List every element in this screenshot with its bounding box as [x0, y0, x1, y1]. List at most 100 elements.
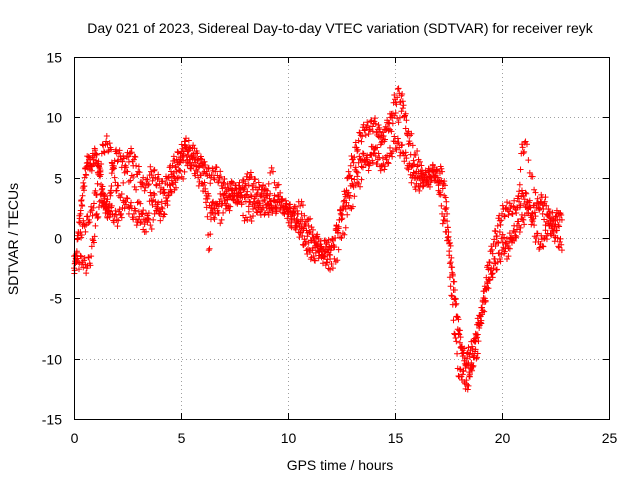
data-point — [447, 259, 454, 266]
data-point — [95, 204, 102, 211]
data-point — [486, 259, 493, 266]
data-point — [510, 203, 517, 210]
data-point — [531, 186, 538, 193]
data-point — [497, 258, 504, 265]
data-point — [352, 164, 359, 171]
data-point — [194, 157, 201, 164]
data-point — [88, 243, 95, 250]
data-point — [342, 203, 349, 210]
data-point — [377, 167, 384, 174]
data-point — [406, 162, 413, 169]
data-point — [498, 251, 505, 258]
data-point — [79, 192, 86, 199]
data-point — [505, 212, 512, 219]
data-point — [250, 180, 257, 187]
data-point — [186, 156, 193, 163]
data-point — [551, 238, 558, 245]
data-point — [351, 193, 358, 200]
data-point — [438, 165, 445, 172]
data-point — [257, 202, 264, 209]
data-point — [325, 236, 332, 243]
data-point — [226, 207, 233, 214]
x-tick-label: 20 — [495, 430, 511, 446]
data-point — [197, 153, 204, 160]
data-point — [542, 194, 549, 201]
data-point — [264, 187, 271, 194]
data-point — [127, 150, 134, 157]
data-point — [477, 313, 484, 320]
data-point — [289, 212, 296, 219]
data-point — [118, 210, 125, 217]
data-point — [517, 224, 524, 231]
data-point — [75, 266, 82, 273]
data-point — [344, 211, 351, 218]
data-point — [224, 196, 231, 203]
data-point — [441, 192, 448, 199]
data-point — [372, 153, 379, 160]
y-tick-label: -15 — [42, 412, 62, 428]
data-point — [322, 262, 329, 269]
data-point — [231, 189, 238, 196]
data-point — [426, 183, 433, 190]
data-point — [90, 200, 97, 207]
data-point — [402, 125, 409, 132]
data-point — [499, 239, 506, 246]
data-point — [501, 234, 508, 241]
data-point — [419, 174, 426, 181]
data-point — [277, 189, 284, 196]
data-point — [117, 153, 124, 160]
data-point — [354, 146, 361, 153]
data-point — [359, 150, 366, 157]
data-point — [399, 98, 406, 105]
data-point — [457, 334, 464, 341]
data-point — [454, 313, 461, 320]
data-point — [215, 178, 222, 185]
data-markers — [71, 85, 565, 393]
data-point — [122, 198, 129, 205]
data-point — [245, 203, 252, 210]
data-point — [138, 211, 145, 218]
data-point — [374, 144, 381, 151]
data-point — [92, 187, 99, 194]
data-point — [267, 169, 274, 176]
data-point — [326, 251, 333, 258]
data-point — [77, 207, 84, 214]
data-point — [404, 165, 411, 172]
data-point — [409, 142, 416, 149]
data-point — [255, 179, 262, 186]
data-point — [145, 182, 152, 189]
data-point — [92, 222, 99, 229]
data-point — [331, 255, 338, 262]
data-point — [307, 215, 314, 222]
data-point — [436, 178, 443, 185]
data-point — [150, 216, 157, 223]
data-point — [311, 238, 318, 245]
data-point — [140, 216, 147, 223]
data-point — [510, 227, 517, 234]
data-point — [332, 235, 339, 241]
data-point — [543, 218, 550, 225]
data-point — [291, 215, 298, 222]
data-point — [489, 250, 496, 257]
data-point — [501, 248, 508, 255]
data-point — [204, 213, 211, 220]
data-point — [285, 219, 292, 226]
data-point — [296, 234, 303, 241]
data-point — [299, 202, 306, 209]
data-point — [534, 195, 541, 202]
data-point — [137, 219, 144, 226]
data-point — [385, 127, 392, 134]
data-point — [445, 237, 452, 244]
data-point — [133, 222, 140, 229]
data-point — [265, 211, 272, 218]
data-point — [221, 197, 228, 204]
data-point — [80, 217, 87, 224]
data-point — [556, 210, 563, 217]
data-point — [98, 160, 105, 167]
data-point — [187, 165, 194, 172]
data-point — [438, 177, 445, 184]
data-point — [147, 222, 154, 229]
data-point — [95, 213, 102, 220]
data-point — [347, 204, 354, 211]
data-point — [252, 176, 259, 183]
